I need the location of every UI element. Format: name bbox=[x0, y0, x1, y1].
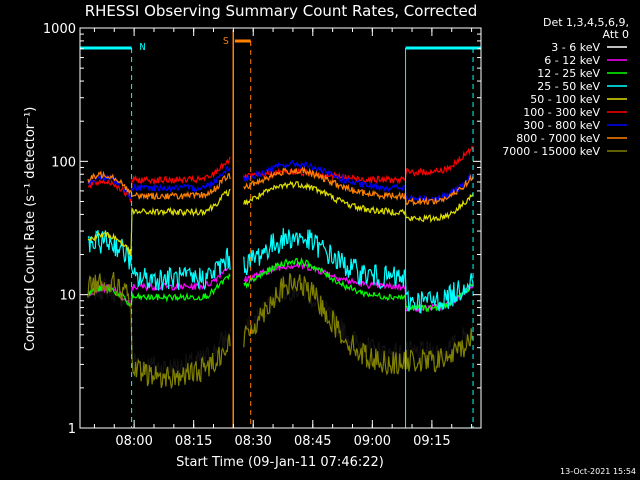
legend-label-8: 7000 - 15000 keV bbox=[502, 145, 600, 158]
y-tick-label: 1 bbox=[68, 422, 76, 437]
x-tick-label: 09:15 bbox=[413, 434, 450, 449]
y-tick-label: 10 bbox=[59, 289, 76, 304]
plot-area: NS bbox=[80, 30, 481, 428]
y-tick-label: 1000 bbox=[43, 22, 76, 37]
axes: 1 10 100 1000 08:00 08:15 08:30 08:45 09:00 09:15 bbox=[43, 22, 482, 449]
series-line-4 bbox=[87, 180, 474, 257]
x-axis-label: Start Time (09-Jan-11 07:46:22) bbox=[176, 455, 384, 470]
series-line-7 bbox=[87, 166, 474, 207]
legend-label-2: 12 - 25 keV bbox=[537, 67, 600, 80]
y-tick-label: 100 bbox=[51, 155, 76, 170]
legend-label-6: 300 - 800 keV bbox=[523, 119, 600, 132]
legend-label-7: 800 - 7000 keV bbox=[516, 132, 600, 145]
legend-header: Det 1,3,4,5,6,9, bbox=[543, 16, 629, 29]
legend-label-0: 3 - 6 keV bbox=[551, 41, 600, 54]
legend-label-3: 25 - 50 keV bbox=[537, 80, 600, 93]
timestamp: 13-Oct-2021 15:54 bbox=[560, 467, 636, 476]
x-tick-label: 08:00 bbox=[115, 434, 152, 449]
series-line-3 bbox=[87, 228, 474, 314]
chart-title: RHESSI Observing Summary Count Rates, Co… bbox=[85, 2, 478, 20]
x-tick-label: 09:00 bbox=[354, 434, 391, 449]
legend-label-5: 100 - 300 keV bbox=[523, 106, 600, 119]
flag-n-label: N bbox=[140, 42, 146, 53]
flag-s-label: S bbox=[223, 36, 229, 47]
y-axis-label: Corrected Count Rate (s⁻¹ detector⁻¹) bbox=[23, 107, 38, 352]
legend-label-4: 50 - 100 keV bbox=[530, 93, 600, 106]
series-line-8 bbox=[87, 271, 474, 389]
x-tick-label: 08:30 bbox=[234, 434, 271, 449]
axes-frame bbox=[79, 27, 482, 429]
series-line-5 bbox=[87, 145, 474, 203]
x-tick-label: 08:45 bbox=[294, 434, 331, 449]
legend-header: Att 0 bbox=[603, 28, 629, 41]
x-tick-label: 08:15 bbox=[175, 434, 212, 449]
legend-label-1: 6 - 12 keV bbox=[544, 54, 600, 67]
